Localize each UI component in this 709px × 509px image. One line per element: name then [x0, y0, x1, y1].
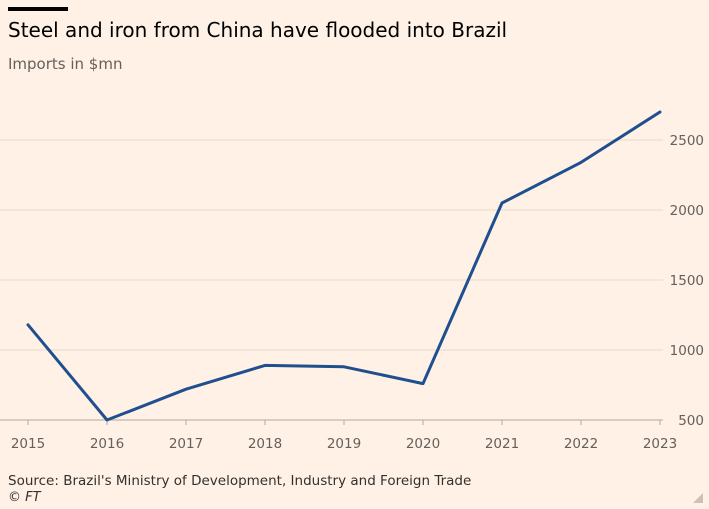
y-tick-label: 2000: [670, 203, 704, 219]
x-tick-label: 2020: [406, 436, 440, 452]
source-note: Source: Brazil's Ministry of Development…: [8, 473, 472, 489]
x-tick-label: 2016: [90, 436, 124, 452]
y-tick-label: 1000: [670, 343, 704, 359]
x-tick-label: 2015: [11, 436, 45, 452]
resize-handle-icon[interactable]: [693, 493, 703, 503]
x-tick-label: 2018: [248, 436, 282, 452]
line-chart: 500 1000 1500 2000 2500 2015 2016 2017 2018 2019 2…: [0, 110, 704, 452]
chart-subtitle: Imports in $mn: [8, 55, 123, 73]
y-tick-label: 1500: [670, 273, 704, 289]
y-tick-label: 2500: [670, 133, 704, 149]
copyright-note: © FT: [8, 490, 41, 505]
x-tick-label: 2019: [327, 436, 361, 452]
x-tick-label: 2021: [485, 436, 519, 452]
x-tick-label: 2017: [169, 436, 203, 452]
chart-title: Steel and iron from China have flooded i…: [8, 18, 508, 42]
title-rule: [8, 7, 68, 11]
y-tick-label: 500: [678, 413, 704, 429]
series-line: [26, 110, 662, 422]
x-tick-label: 2023: [643, 436, 677, 452]
x-tick-label: 2022: [564, 436, 598, 452]
